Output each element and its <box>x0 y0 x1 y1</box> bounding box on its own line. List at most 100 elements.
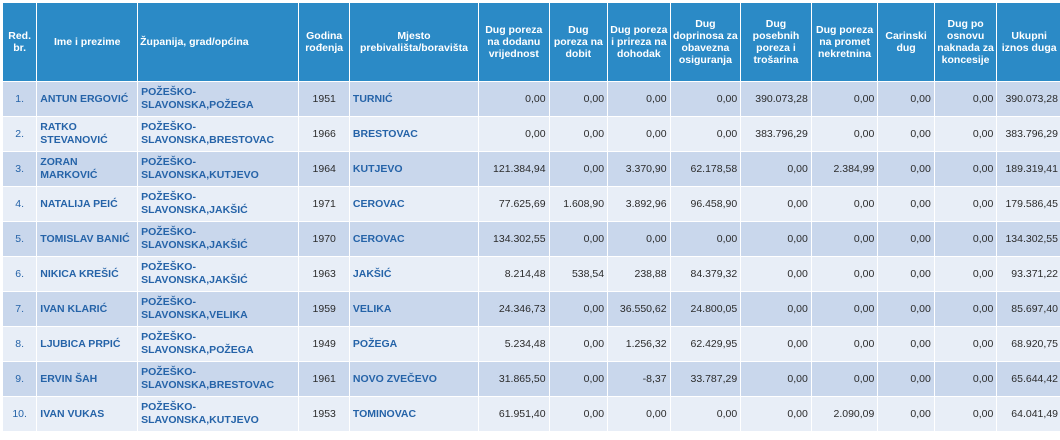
concession-debt-cell: 0,00 <box>934 362 997 397</box>
total-debt-cell: 93.371,22 <box>997 257 1060 292</box>
row-number-cell: 1. <box>3 82 37 117</box>
income-tax-debt-cell: 0,00 <box>608 117 671 152</box>
concession-debt-cell: 0,00 <box>934 187 997 222</box>
person-name-cell: NIKICA KREŠIĆ <box>37 257 138 292</box>
customs-debt-cell: 0,00 <box>878 327 934 362</box>
person-name-cell: IVAN KLARIĆ <box>37 292 138 327</box>
concession-debt-cell: 0,00 <box>934 152 997 187</box>
person-name-cell: TOMISLAV BANIĆ <box>37 222 138 257</box>
col-header: Dug poreza i prireza na dohodak <box>608 3 671 82</box>
contributions-debt-cell: 33.787,29 <box>670 362 741 397</box>
col-header: Ukupni iznos duga <box>997 3 1060 82</box>
concession-debt-cell: 0,00 <box>934 327 997 362</box>
birth-year-cell: 1949 <box>299 327 349 362</box>
profit-tax-debt-cell: 0,00 <box>549 152 607 187</box>
excise-debt-cell: 0,00 <box>741 152 812 187</box>
county-city-cell: POŽEŠKO-SLAVONSKA,VELIKA <box>138 292 299 327</box>
birth-year-cell: 1963 <box>299 257 349 292</box>
excise-debt-cell: 0,00 <box>741 257 812 292</box>
county-city-cell: POŽEŠKO-SLAVONSKA,JAKŠIĆ <box>138 187 299 222</box>
county-city-cell: POŽEŠKO-SLAVONSKA,JAKŠIĆ <box>138 222 299 257</box>
residence-cell: CEROVAC <box>349 187 478 222</box>
row-number-cell: 7. <box>3 292 37 327</box>
birth-year-cell: 1951 <box>299 82 349 117</box>
contributions-debt-cell: 0,00 <box>670 397 741 432</box>
excise-debt-cell: 0,00 <box>741 187 812 222</box>
property-tax-debt-cell: 2.384,99 <box>811 152 878 187</box>
col-header: Mjesto prebivališta/boravišta <box>349 3 478 82</box>
birth-year-cell: 1959 <box>299 292 349 327</box>
income-tax-debt-cell: 0,00 <box>608 397 671 432</box>
contributions-debt-cell: 0,00 <box>670 117 741 152</box>
county-city-cell: POŽEŠKO-SLAVONSKA,POŽEGA <box>138 82 299 117</box>
income-tax-debt-cell: 3.892,96 <box>608 187 671 222</box>
excise-debt-cell: 0,00 <box>741 292 812 327</box>
excise-debt-cell: 0,00 <box>741 222 812 257</box>
contributions-debt-cell: 62.178,58 <box>670 152 741 187</box>
col-header: Ime i prezime <box>37 3 138 82</box>
vat-debt-cell: 8.214,48 <box>479 257 550 292</box>
contributions-debt-cell: 0,00 <box>670 82 741 117</box>
excise-debt-cell: 0,00 <box>741 327 812 362</box>
vat-debt-cell: 31.865,50 <box>479 362 550 397</box>
contributions-debt-cell: 62.429,95 <box>670 327 741 362</box>
total-debt-cell: 68.920,75 <box>997 327 1060 362</box>
residence-cell: BRESTOVAC <box>349 117 478 152</box>
person-name-cell: RATKO STEVANOVIĆ <box>37 117 138 152</box>
residence-cell: TOMINOVAC <box>349 397 478 432</box>
income-tax-debt-cell: 3.370,90 <box>608 152 671 187</box>
concession-debt-cell: 0,00 <box>934 397 997 432</box>
col-header: Red. br. <box>3 3 37 82</box>
birth-year-cell: 1971 <box>299 187 349 222</box>
row-number-cell: 8. <box>3 327 37 362</box>
property-tax-debt-cell: 0,00 <box>811 292 878 327</box>
customs-debt-cell: 0,00 <box>878 222 934 257</box>
income-tax-debt-cell: 0,00 <box>608 222 671 257</box>
profit-tax-debt-cell: 0,00 <box>549 117 607 152</box>
contributions-debt-cell: 84.379,32 <box>670 257 741 292</box>
concession-debt-cell: 0,00 <box>934 257 997 292</box>
profit-tax-debt-cell: 0,00 <box>549 292 607 327</box>
profit-tax-debt-cell: 0,00 <box>549 327 607 362</box>
profit-tax-debt-cell: 0,00 <box>549 222 607 257</box>
customs-debt-cell: 0,00 <box>878 187 934 222</box>
col-header: Dug poreza na promet nekretnina <box>811 3 878 82</box>
contributions-debt-cell: 0,00 <box>670 222 741 257</box>
profit-tax-debt-cell: 538,54 <box>549 257 607 292</box>
concession-debt-cell: 0,00 <box>934 222 997 257</box>
income-tax-debt-cell: 0,00 <box>608 82 671 117</box>
residence-cell: CEROVAC <box>349 222 478 257</box>
row-number-cell: 9. <box>3 362 37 397</box>
residence-cell: VELIKA <box>349 292 478 327</box>
total-debt-cell: 65.644,42 <box>997 362 1060 397</box>
person-name-cell: ANTUN ERGOVIĆ <box>37 82 138 117</box>
vat-debt-cell: 5.234,48 <box>479 327 550 362</box>
property-tax-debt-cell: 0,00 <box>811 117 878 152</box>
concession-debt-cell: 0,00 <box>934 117 997 152</box>
customs-debt-cell: 0,00 <box>878 82 934 117</box>
row-number-cell: 2. <box>3 117 37 152</box>
contributions-debt-cell: 24.800,05 <box>670 292 741 327</box>
residence-cell: KUTJEVO <box>349 152 478 187</box>
col-header: Dug po osnovu naknada za koncesije <box>934 3 997 82</box>
county-city-cell: POŽEŠKO-SLAVONSKA,POŽEGA <box>138 327 299 362</box>
row-number-cell: 6. <box>3 257 37 292</box>
concession-debt-cell: 0,00 <box>934 82 997 117</box>
col-header: Županija, grad/općina <box>138 3 299 82</box>
col-header: Carinski dug <box>878 3 934 82</box>
property-tax-debt-cell: 2.090,09 <box>811 397 878 432</box>
row-number-cell: 4. <box>3 187 37 222</box>
profit-tax-debt-cell: 0,00 <box>549 397 607 432</box>
person-name-cell: ZORAN MARKOVIĆ <box>37 152 138 187</box>
total-debt-cell: 64.041,49 <box>997 397 1060 432</box>
residence-cell: POŽEGA <box>349 327 478 362</box>
col-header: Dug doprinosa za obavezna osiguranja <box>670 3 741 82</box>
birth-year-cell: 1966 <box>299 117 349 152</box>
